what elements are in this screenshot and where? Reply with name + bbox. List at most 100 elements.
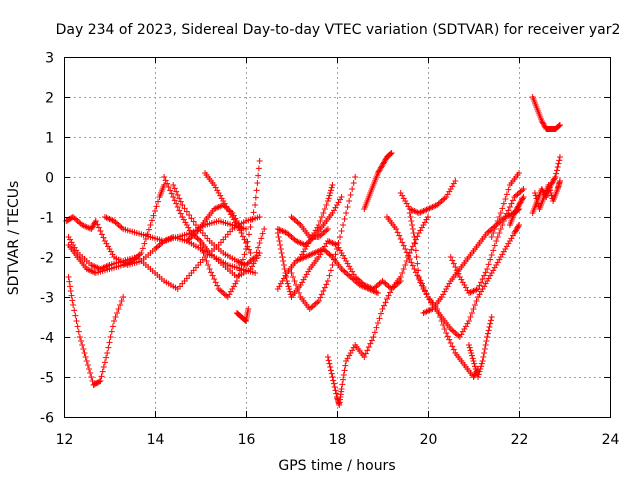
data-point-marker <box>533 195 540 202</box>
data-point-marker <box>411 266 418 272</box>
data-point-marker <box>496 214 503 220</box>
data-point-marker <box>138 250 145 256</box>
data-point-marker <box>420 284 427 290</box>
data-point-marker <box>346 263 353 270</box>
data-point-marker <box>256 240 263 246</box>
data-point-marker <box>478 363 485 370</box>
data-point-marker <box>414 260 421 267</box>
data-point-marker <box>487 320 494 327</box>
data-point-marker <box>399 239 406 246</box>
data-point-marker <box>247 258 254 264</box>
data-point-marker <box>343 358 350 364</box>
data-point-marker <box>496 256 503 263</box>
data-point-marker <box>468 350 475 356</box>
data-point-marker <box>256 250 263 256</box>
data-point-marker <box>338 386 345 392</box>
data-point-marker <box>516 170 522 176</box>
data-point-marker <box>155 198 162 205</box>
series-track-18 <box>324 278 404 408</box>
series-track-30 <box>531 178 563 212</box>
data-point-marker <box>338 228 345 234</box>
data-point-marker <box>346 272 353 279</box>
data-point-marker <box>296 290 303 296</box>
data-point-marker <box>503 243 510 250</box>
data-point-marker <box>280 258 287 264</box>
data-point-marker <box>279 278 286 284</box>
data-point-marker <box>86 366 93 372</box>
data-point-marker <box>71 215 78 222</box>
data-point-marker <box>224 294 231 300</box>
data-point-marker <box>499 222 506 228</box>
data-point-marker <box>276 238 283 244</box>
data-point-marker <box>400 195 407 202</box>
data-point-marker <box>243 246 249 252</box>
data-point-marker <box>455 270 462 277</box>
data-point-marker <box>282 272 289 279</box>
data-point-marker <box>153 203 160 210</box>
data-point-marker <box>327 364 334 370</box>
data-point-marker <box>176 195 183 202</box>
data-point-marker <box>309 303 316 310</box>
data-point-marker <box>170 182 177 188</box>
data-point-marker <box>347 266 354 272</box>
data-point-marker <box>153 244 160 251</box>
series-track-23 <box>420 206 522 316</box>
data-point-marker <box>488 252 495 258</box>
data-point-marker <box>253 187 260 194</box>
data-point-marker <box>555 160 562 167</box>
data-point-marker <box>487 317 494 324</box>
data-point-marker <box>65 274 72 280</box>
data-point-marker <box>417 227 424 234</box>
data-point-marker <box>320 210 327 216</box>
data-point-marker <box>414 272 421 279</box>
data-point-marker <box>82 354 89 360</box>
data-point-marker <box>350 271 357 278</box>
data-point-marker <box>493 222 500 228</box>
data-point-marker <box>446 336 453 343</box>
data-point-marker <box>452 264 459 270</box>
data-point-marker <box>441 195 448 202</box>
data-point-marker <box>250 209 257 216</box>
data-point-marker <box>382 280 389 287</box>
data-point-marker <box>548 192 555 199</box>
data-point-marker <box>493 262 500 268</box>
series-track-13 <box>274 246 381 296</box>
series-track-26 <box>488 170 522 240</box>
data-point-marker <box>291 216 298 223</box>
data-point-marker <box>499 251 506 258</box>
data-point-marker <box>250 255 257 262</box>
data-point-marker <box>241 236 248 243</box>
data-point-marker <box>490 247 497 254</box>
data-point-marker <box>409 226 416 232</box>
data-point-marker <box>467 314 474 320</box>
data-point-marker <box>410 230 417 236</box>
series-track-15 <box>288 174 359 312</box>
data-point-marker <box>459 328 466 335</box>
data-point-marker <box>485 261 492 268</box>
data-point-marker <box>217 192 224 199</box>
data-point-marker <box>220 290 227 296</box>
data-point-marker <box>488 234 495 240</box>
data-point-marker <box>438 318 445 324</box>
data-point-marker <box>365 344 372 350</box>
data-point-marker <box>340 376 347 383</box>
data-point-marker <box>229 286 236 292</box>
data-point-marker <box>108 328 115 335</box>
data-point-marker <box>94 221 101 228</box>
data-point-marker <box>186 235 193 242</box>
data-point-marker <box>327 187 334 194</box>
data-point-marker <box>259 230 266 237</box>
data-point-marker <box>411 240 418 246</box>
data-point-marker <box>261 226 268 232</box>
data-point-marker <box>71 244 78 251</box>
data-point-marker <box>162 177 169 184</box>
data-point-marker <box>452 178 459 184</box>
data-point-marker <box>450 180 457 187</box>
data-point-marker <box>70 302 77 308</box>
data-point-marker <box>512 192 519 199</box>
data-point-marker <box>362 350 369 357</box>
data-point-marker <box>405 252 412 259</box>
data-point-marker <box>396 279 403 286</box>
data-point-marker <box>547 187 554 194</box>
data-point-marker <box>342 362 349 369</box>
